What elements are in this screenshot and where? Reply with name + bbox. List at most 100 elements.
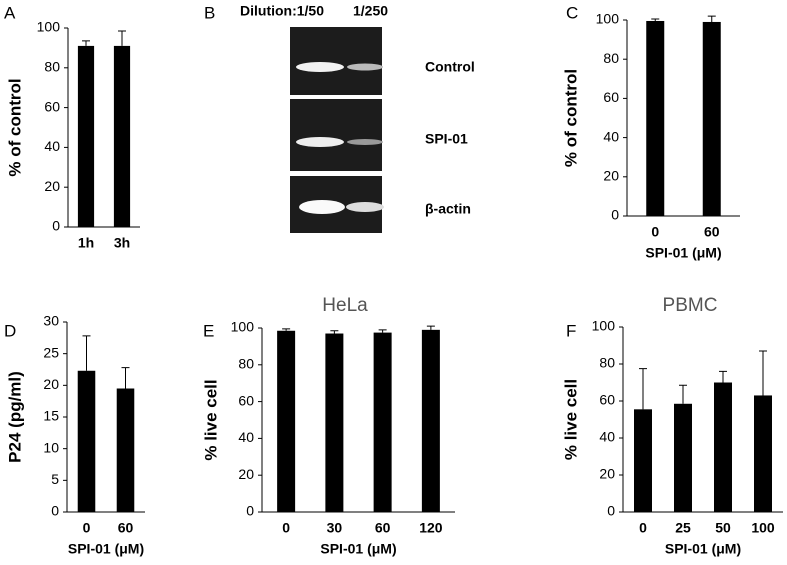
x-tick-label: 1h (78, 235, 94, 251)
error-bar (707, 15, 716, 22)
bar (421, 329, 440, 512)
gel-band (347, 139, 383, 145)
gel-row-label: Control (425, 59, 475, 75)
y-tick-label: 20 (43, 376, 59, 392)
y-tick-label: 100 (37, 19, 61, 35)
y-tick-label: 40 (599, 429, 615, 445)
bar (116, 388, 135, 512)
gel-lane (290, 99, 382, 171)
y-tick-label: 30 (43, 313, 59, 329)
y-tick-label: 80 (599, 355, 615, 371)
y-tick-label: 0 (246, 503, 254, 519)
y-tick-label: 100 (592, 318, 616, 334)
panel-letter: D (4, 321, 16, 340)
y-tick-label: 15 (43, 408, 59, 424)
chart-title: PBMC (663, 295, 718, 316)
bar (77, 45, 95, 227)
y-tick-label: 10 (43, 439, 59, 455)
bar (325, 333, 344, 512)
bar (277, 330, 296, 512)
bar (634, 409, 652, 512)
error-bar (759, 350, 767, 396)
x-axis-label: SPI-01 (μM) (665, 541, 741, 557)
panel-letter: A (4, 3, 16, 22)
gel (290, 27, 384, 233)
error-bar (651, 18, 660, 21)
gel-band (296, 62, 344, 72)
x-axis-label: SPI-01 (μM) (68, 541, 144, 557)
error-bar (82, 335, 91, 371)
gel-band (347, 63, 383, 71)
x-tick-label: 60 (118, 520, 134, 536)
error-bar (121, 367, 130, 389)
dilution-label: Dilution:1/50 (240, 3, 324, 19)
y-tick-label: 20 (44, 178, 60, 194)
bar (714, 382, 732, 512)
y-tick-label: 5 (51, 471, 59, 487)
y-tick-label: 60 (44, 98, 60, 114)
gel-band (296, 137, 344, 147)
bar (702, 21, 721, 217)
y-axis-label: % live cell (201, 379, 220, 460)
y-axis-label: % of control (561, 69, 580, 167)
y-tick-label: 80 (44, 59, 60, 75)
bar (674, 403, 692, 512)
y-tick-label: 0 (611, 207, 619, 223)
bar (646, 20, 665, 217)
panel-letter: E (203, 321, 214, 340)
dilution-label: 1/250 (353, 3, 388, 19)
y-tick-label: 100 (231, 319, 255, 335)
y-tick-label: 60 (599, 392, 615, 408)
bar (373, 332, 392, 512)
y-tick-label: 40 (44, 138, 60, 154)
bar (113, 45, 131, 227)
y-tick-label: 20 (599, 466, 615, 482)
x-tick-label: 0 (639, 520, 647, 536)
error-bar (679, 384, 687, 404)
y-tick-label: 40 (603, 128, 619, 144)
x-axis-label: SPI-01 (μM) (645, 245, 721, 261)
x-tick-label: 120 (419, 520, 443, 536)
y-tick-label: 80 (238, 356, 254, 372)
gel-band (346, 202, 384, 212)
x-tick-label: 60 (375, 520, 391, 536)
panel-letter: B (204, 3, 215, 22)
x-tick-label: 25 (675, 520, 691, 536)
y-tick-label: 60 (603, 89, 619, 105)
y-tick-label: 0 (51, 503, 59, 519)
bar (754, 395, 772, 512)
x-tick-label: 30 (327, 520, 343, 536)
x-tick-label: 3h (114, 235, 130, 251)
y-axis-label: % of control (5, 78, 24, 176)
y-axis-label: P24 (pg/ml) (5, 371, 24, 463)
x-tick-label: 0 (83, 520, 91, 536)
x-tick-label: 0 (651, 224, 659, 240)
y-tick-label: 100 (596, 11, 620, 27)
gel-row-label: β-actin (425, 201, 471, 217)
y-axis-label: % live cell (561, 379, 580, 460)
error-bar (378, 329, 387, 333)
error-bar (282, 328, 291, 331)
y-tick-label: 40 (238, 429, 254, 445)
gel-band (299, 200, 345, 214)
panel-letter: F (566, 321, 576, 340)
y-tick-label: 60 (238, 392, 254, 408)
error-bar (82, 40, 90, 46)
y-tick-label: 20 (238, 466, 254, 482)
error-bar (118, 30, 126, 46)
error-bar (426, 325, 435, 330)
y-tick-label: 0 (607, 503, 615, 519)
y-tick-label: 0 (52, 218, 60, 234)
x-axis-label: SPI-01 (μM) (320, 541, 396, 557)
y-tick-label: 25 (43, 344, 59, 360)
bar (77, 370, 96, 512)
x-tick-label: 100 (751, 520, 775, 536)
y-tick-label: 20 (603, 168, 619, 184)
y-tick-label: 80 (603, 50, 619, 66)
x-tick-label: 0 (282, 520, 290, 536)
x-tick-label: 50 (715, 520, 731, 536)
error-bar (639, 368, 647, 410)
gel-lane (290, 27, 382, 95)
